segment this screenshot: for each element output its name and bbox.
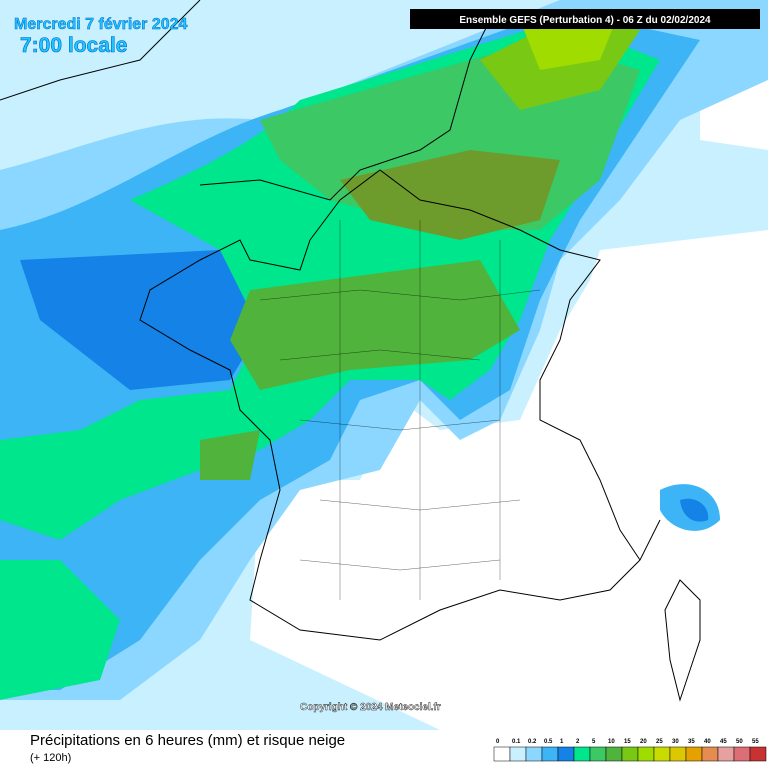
legend-label: 2 [576, 739, 580, 745]
legend-swatch [653, 746, 671, 762]
legend-label: 50 [736, 739, 743, 745]
model-box [410, 9, 760, 29]
legend-swatch [637, 746, 655, 762]
legend-swatch [573, 746, 591, 762]
legend-swatch [589, 746, 607, 762]
legend-label: 35 [688, 739, 695, 745]
footer-title: Précipitations en 6 heures (mm) et risqu… [30, 732, 345, 749]
legend-swatch [685, 746, 703, 762]
legend-label: 10 [608, 739, 615, 745]
precip-1 [680, 498, 709, 522]
legend-swatch [509, 746, 527, 762]
legend-swatch [717, 746, 735, 762]
legend-label: 1 [560, 739, 564, 745]
copyright: Copyright © 2024 Meteociel.fr [300, 702, 441, 713]
region-borders [259, 220, 541, 600]
legend-label: 25 [656, 739, 663, 745]
legend-label: 5 [592, 739, 596, 745]
legend-swatch [493, 746, 511, 762]
legend-label: 0.5 [544, 739, 553, 745]
legend-label: 40 [704, 739, 711, 745]
legend-label: 0.1 [512, 739, 521, 745]
legend-swatch [541, 746, 559, 762]
precip-10 [340, 150, 560, 240]
legend: 0 0.1 0.2 0.5 1 2 5 10 15 20 25 30 35 40 45 50 55 [493, 739, 767, 762]
precip-2 [0, 560, 120, 700]
legend-swatch [525, 746, 543, 762]
legend-swatch [701, 746, 719, 762]
precip-10 [200, 430, 260, 480]
time-label: 7:00 locale [20, 34, 127, 57]
legend-label: 30 [672, 739, 679, 745]
legend-swatch [733, 746, 751, 762]
legend-label: 55 [752, 739, 759, 745]
legend-label: 0.2 [528, 739, 537, 745]
legend-swatch [621, 746, 639, 762]
legend-label: 20 [640, 739, 647, 745]
footer-range: (+ 120h) [30, 752, 71, 764]
date-label: Mercredi 7 février 2024 [14, 16, 188, 33]
legend-label: 45 [720, 739, 727, 745]
legend-label: 15 [624, 739, 631, 745]
legend-swatch [749, 746, 767, 762]
coastlines [0, 0, 701, 702]
model-label: Ensemble GEFS (Perturbation 4) - 06 Z du… [459, 15, 711, 26]
dry-area [250, 230, 768, 730]
legend-swatch [605, 746, 623, 762]
legend-label: 0 [496, 739, 500, 745]
legend-swatch [557, 746, 575, 762]
legend-swatch [669, 746, 687, 762]
